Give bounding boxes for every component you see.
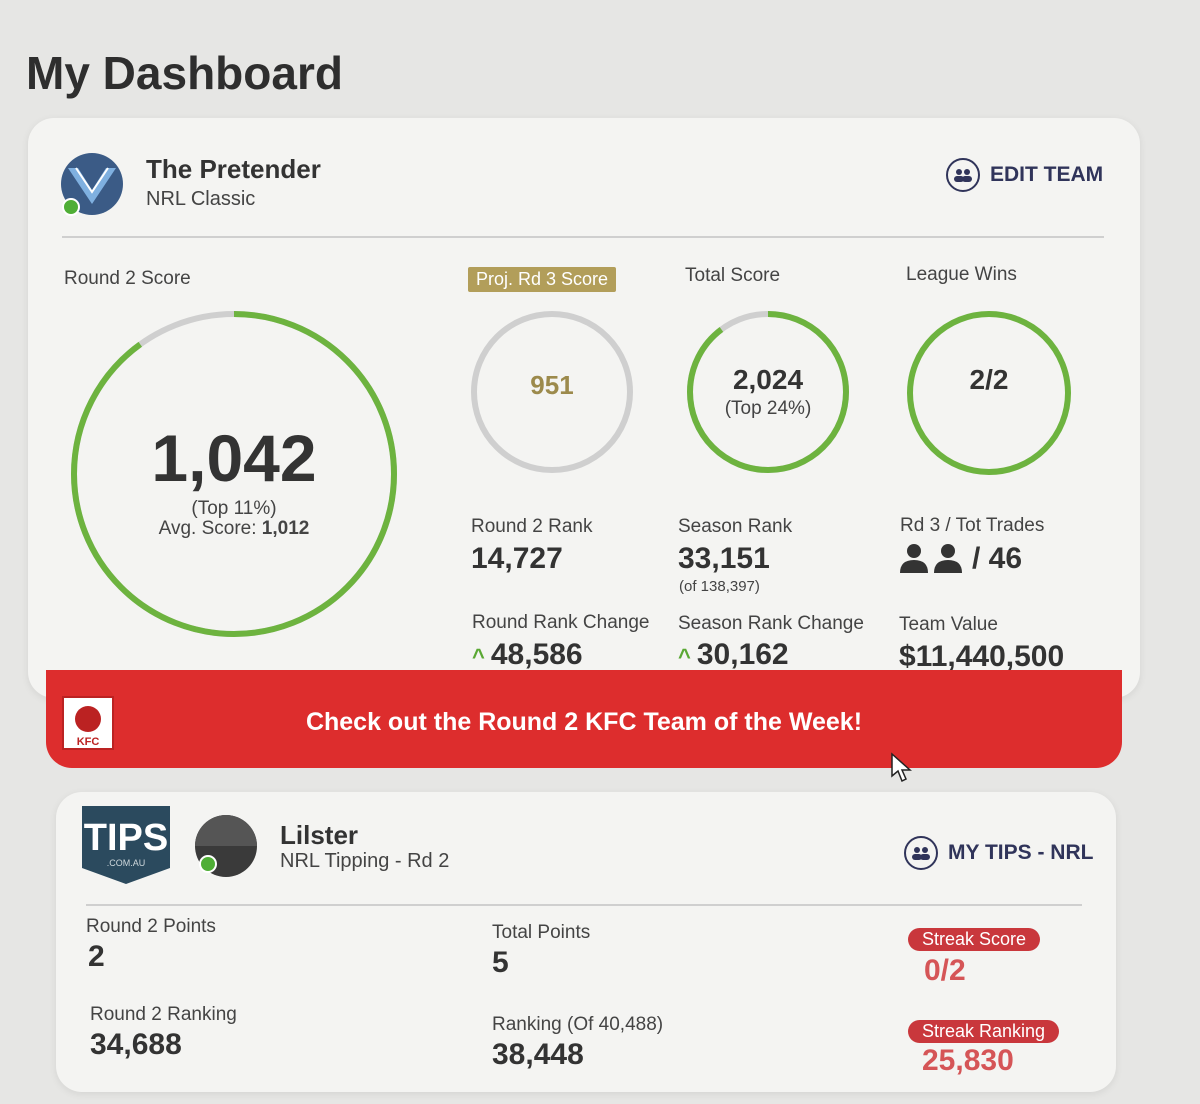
team-game: NRL Classic: [146, 188, 256, 210]
tips-card: TIPS .COM.AU Lilster NRL Tipping - Rd 2 …: [56, 792, 1116, 1092]
streak-ranking-chip: Streak Ranking: [908, 1020, 1060, 1043]
round-score-top: (Top 11%): [191, 498, 277, 519]
my-tips-label: MY TIPS - NRL: [948, 841, 1094, 864]
team-value-label: Team Value: [899, 614, 998, 635]
group-icon: [946, 158, 980, 192]
up-arrow-icon: ^: [678, 644, 691, 669]
league-wins-ring[interactable]: 2/2: [906, 310, 1072, 476]
league-wins-label: League Wins: [906, 264, 1017, 285]
tips-divider: [86, 904, 1082, 906]
tips-logo-icon: TIPS .COM.AU: [82, 806, 170, 884]
total-score-top: (Top 24%): [724, 398, 812, 419]
round-ranking-label: Round 2 Ranking: [90, 1004, 237, 1025]
group-icon: [904, 836, 938, 870]
mouse-cursor-icon: [891, 752, 912, 783]
ranking-label: Ranking (Of 40,488): [492, 1014, 664, 1035]
round-points-value: 2: [88, 940, 105, 973]
ranking-value: 38,448: [492, 1038, 584, 1071]
total-score-value: 2,024: [732, 364, 804, 395]
avg-score: Avg. Score: 1,012: [70, 518, 398, 540]
team-avatar-icon[interactable]: [60, 152, 124, 218]
season-rank-value: 33,151: [678, 542, 770, 575]
season-rank-change: ^ 30,162: [678, 638, 789, 672]
round-score-value: 1,042: [151, 421, 317, 495]
avg-score-value: 1,012: [261, 518, 310, 539]
team-value: $11,440,500: [899, 640, 1065, 673]
round-score-label: Round 2 Score: [64, 268, 191, 289]
round-score-ring[interactable]: 1,042 (Top 11%) Avg. Score: 1,012: [70, 310, 398, 638]
round-rank-change: ^ 48,586: [472, 638, 583, 672]
round-ranking-value: 34,688: [90, 1028, 182, 1061]
league-wins-value: 2/2: [969, 364, 1009, 395]
round-rank-label: Round 2 Rank: [471, 516, 593, 537]
my-tips-button[interactable]: MY TIPS - NRL: [904, 836, 1093, 870]
edit-team-label: EDIT TEAM: [990, 163, 1104, 186]
up-arrow-icon: ^: [472, 644, 485, 669]
proj-score-value: 951: [530, 370, 574, 400]
edit-team-button[interactable]: EDIT TEAM: [946, 158, 1103, 192]
round-rank-change-label: Round Rank Change: [472, 612, 650, 633]
tips-logo-sub: .COM.AU: [107, 858, 146, 868]
user-avatar-icon[interactable]: [194, 814, 258, 878]
kfc-logo-text: KFC: [76, 736, 100, 748]
round-rank-change-value: 48,586: [490, 638, 583, 671]
streak-score-value: 0/2: [924, 954, 966, 987]
header-divider: [62, 236, 1104, 238]
banner-text: Check out the Round 2 KFC Team of the We…: [305, 708, 863, 736]
streak-ranking-value: 25,830: [922, 1044, 1014, 1077]
trades-label: Rd 3 / Tot Trades: [900, 515, 1045, 536]
tips-user-name[interactable]: Lilster: [280, 820, 359, 850]
team-name[interactable]: The Pretender: [146, 154, 321, 184]
round-points-label: Round 2 Points: [86, 916, 216, 937]
trades-row: / 46: [900, 542, 1022, 576]
total-points-label: Total Points: [492, 922, 591, 943]
kfc-team-of-week-banner[interactable]: KFC Check out the Round 2 KFC Team of th…: [46, 670, 1122, 768]
tips-game: NRL Tipping - Rd 2: [280, 850, 450, 872]
proj-score-chip: Proj. Rd 3 Score: [468, 267, 617, 292]
page-title: My Dashboard: [26, 47, 343, 99]
season-rank-change-label: Season Rank Change: [678, 613, 864, 634]
classic-team-card: The Pretender NRL Classic EDIT TEAM Roun…: [28, 118, 1140, 698]
streak-score-chip: Streak Score: [908, 928, 1041, 951]
trades-total: / 46: [972, 542, 1023, 575]
trade-person-icon: [900, 544, 962, 573]
season-rank-label: Season Rank: [678, 516, 793, 537]
tips-logo-text: TIPS: [84, 817, 168, 859]
round-rank-value: 14,727: [471, 542, 563, 575]
avg-score-label: Avg. Score:: [158, 518, 262, 539]
total-points-value: 5: [492, 946, 509, 979]
season-rank-of: (of 138,397): [679, 578, 760, 595]
kfc-logo-icon: KFC: [62, 696, 114, 750]
season-rank-change-value: 30,162: [696, 638, 789, 671]
proj-score-ring[interactable]: 951: [470, 310, 634, 474]
total-score-ring[interactable]: 2,024 (Top 24%): [686, 310, 850, 474]
total-score-label: Total Score: [685, 265, 781, 286]
